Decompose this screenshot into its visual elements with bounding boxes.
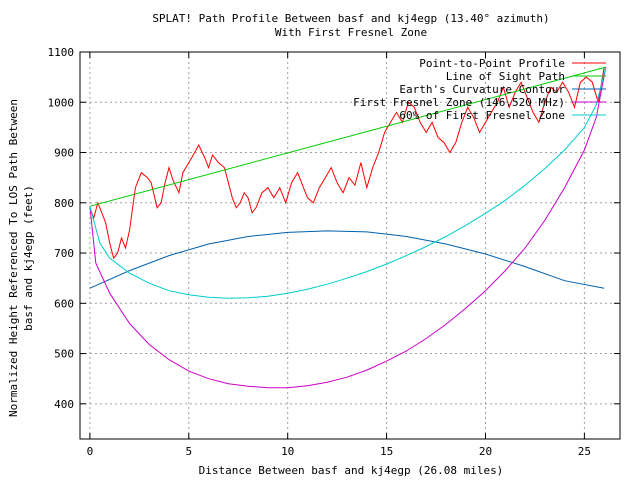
- legend-label-4: 60% of First Fresnel Zone: [399, 109, 565, 122]
- y-tick-label-5: 900: [54, 147, 74, 160]
- x-tick-label-0: 0: [87, 445, 94, 458]
- series-lines: [89, 66, 607, 389]
- y-tick-label-3: 700: [54, 247, 74, 260]
- x-tick-label-2: 10: [281, 445, 294, 458]
- series-line-3: [89, 67, 607, 389]
- chart-subtitle: With First Fresnel Zone: [275, 26, 427, 39]
- y-tick-label-7: 1100: [48, 46, 75, 59]
- x-tick-label-3: 15: [380, 445, 393, 458]
- y-axis-label-line1: Normalized Height Referenced To LOS Path…: [7, 99, 20, 417]
- y-tick-label-2: 600: [54, 297, 74, 310]
- x-tick-label-4: 20: [479, 445, 492, 458]
- y-tick-label-0: 400: [54, 398, 74, 411]
- series-line-0: [89, 67, 605, 260]
- y-tick-label-6: 1000: [48, 96, 75, 109]
- plot-area-border: [79, 51, 621, 440]
- y-tick-label-1: 500: [54, 348, 74, 361]
- x-tick-label-1: 5: [185, 445, 192, 458]
- x-axis-label: Distance Between basf and kj4egp (26.08 …: [199, 464, 504, 477]
- y-tick-label-4: 800: [54, 197, 74, 210]
- series-line-1: [89, 66, 606, 207]
- y-axis-label-line2: basf and kj4egp (feet): [22, 185, 35, 331]
- legend-label-3: First Fresnel Zone (146.520 MHz): [353, 96, 565, 109]
- legend-label-1: Line of Sight Path: [446, 70, 565, 83]
- legend-label-0: Point-to-Point Profile: [419, 57, 565, 70]
- y-ticks: 400 500 600 700 800 900 1000 1100: [48, 46, 620, 411]
- series-line-4: [89, 66, 607, 299]
- grid-lines: [80, 51, 620, 439]
- x-tick-label-5: 25: [578, 445, 591, 458]
- chart-title: SPLAT! Path Profile Between basf and kj4…: [152, 12, 549, 25]
- x-ticks: 0 5 10 15 20 25: [87, 52, 591, 458]
- legend-label-2: Earth's Curvature Contour: [399, 83, 565, 96]
- series-line-2: [89, 230, 605, 289]
